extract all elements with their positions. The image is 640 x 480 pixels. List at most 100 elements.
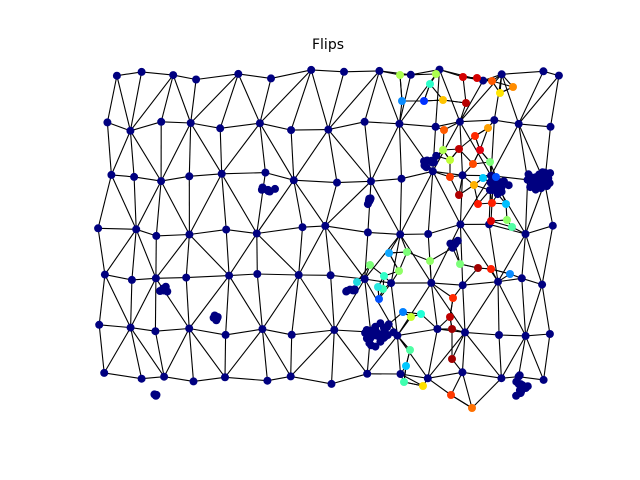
graph-node [192,75,201,84]
graph-edge [190,79,197,124]
graph-edge [401,170,433,180]
graph-node [95,320,104,329]
graph-node [439,146,447,154]
graph-edge [291,329,335,336]
graph-edge [256,273,263,330]
graph-node [497,374,506,383]
graph-edge [261,329,268,381]
graph-node [539,67,548,76]
graph-edge [265,172,294,181]
graph-node [360,117,369,126]
graph-edge [116,71,142,77]
graph-edge [324,225,366,280]
graph-node [127,275,136,284]
graph-edge [406,251,431,262]
graph-edge [291,274,300,335]
graph-edge [327,129,338,183]
graph-edge [129,74,174,132]
graph-node [458,368,467,377]
graph-edge [219,128,223,174]
graph-node [217,169,226,178]
graph-edge [336,180,372,184]
graph-edge [131,277,156,281]
graph-node [185,172,194,181]
graph-node [289,176,298,185]
graph-node [496,89,504,97]
graph-node [428,167,437,176]
graph-edge [190,122,223,175]
graph-node [126,323,135,332]
graph-node [479,76,488,85]
graph-edge [500,335,527,379]
graph-edge [219,73,239,129]
graph-edge [462,76,467,104]
graph-edge [189,173,222,177]
graph-node [234,69,243,78]
graph-edge [190,122,221,129]
graph-edge [224,334,227,378]
graph-node [263,376,272,385]
graph-edge [129,130,162,182]
graph-edge [494,119,519,125]
graph-edge [221,172,266,175]
graph-edge [160,180,190,235]
graph-edge [435,69,441,127]
graph-node [210,311,219,320]
graph-edge [104,372,142,380]
graph-node [396,71,404,79]
graph-edge [228,275,263,330]
graph-edge [518,123,529,180]
graph-node [186,119,195,127]
graph-edge [155,277,187,279]
graph-edge [398,123,403,179]
graph-node [367,177,375,186]
graph-node [298,223,307,232]
graph-node [157,177,166,186]
graph-edge [521,233,527,279]
graph-edge [130,278,157,328]
graph-edge [464,331,500,336]
graph-edge [525,333,550,337]
graph-node [103,118,112,127]
graph-edge [324,225,332,276]
graph-node [461,328,469,337]
graph-node [361,328,370,337]
graph-node [185,324,194,333]
graph-node [458,281,467,290]
graph-node [548,221,557,230]
graph-node [395,119,404,128]
graph-node [430,158,438,167]
graph-node [493,190,502,199]
graph-edge [396,282,432,336]
graph-node [469,160,477,168]
graph-node [447,391,455,399]
graph-node [423,374,432,383]
graph-node [540,168,549,177]
graph-edge [97,228,106,275]
graph-edge [364,121,372,182]
graph-edge [163,328,190,377]
graph-edge [237,73,261,124]
graph-edge [133,176,137,230]
graph-edge [106,122,112,175]
graph-edge [450,372,463,396]
graph-edge [291,129,329,131]
graph-node [267,74,275,83]
graph-node [395,267,403,275]
graph-node [545,330,554,338]
graph-node [221,373,229,382]
graph-edge [451,332,466,360]
graph-edge [490,123,520,176]
graph-edge [328,121,365,131]
graph-edge [228,233,258,276]
graph-edge [464,332,502,379]
graph-node [514,119,523,128]
graph-edge [188,328,195,382]
graph-node [495,331,503,339]
graph-node [252,229,261,238]
graph-node [439,96,447,104]
graph-edge [130,121,162,132]
graph-node [432,70,440,78]
graph-node [449,294,457,302]
graph-node [324,125,333,134]
